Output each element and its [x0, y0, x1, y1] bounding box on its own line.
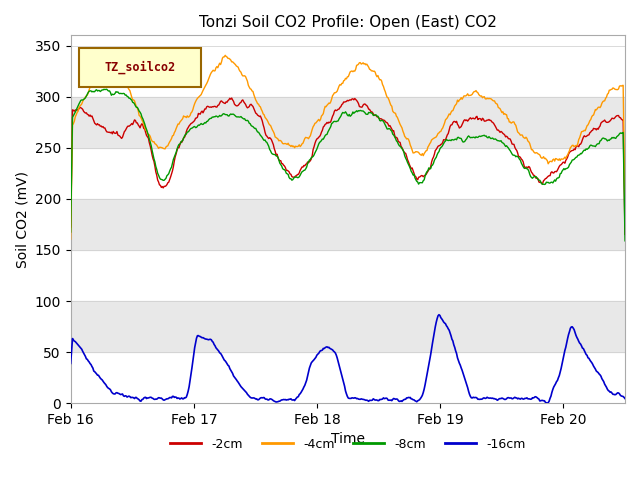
FancyBboxPatch shape	[79, 48, 201, 87]
Bar	[70, 301, 625, 352]
Title: Tonzi Soil CO2 Profile: Open (East) CO2: Tonzi Soil CO2 Profile: Open (East) CO2	[199, 15, 497, 30]
Legend: -2cm, -4cm, -8cm, -16cm: -2cm, -4cm, -8cm, -16cm	[165, 433, 531, 456]
Text: TZ_soilco2: TZ_soilco2	[104, 61, 175, 74]
Bar	[70, 199, 625, 250]
X-axis label: Time: Time	[331, 432, 365, 446]
Y-axis label: Soil CO2 (mV): Soil CO2 (mV)	[15, 171, 29, 268]
Bar	[70, 96, 625, 148]
